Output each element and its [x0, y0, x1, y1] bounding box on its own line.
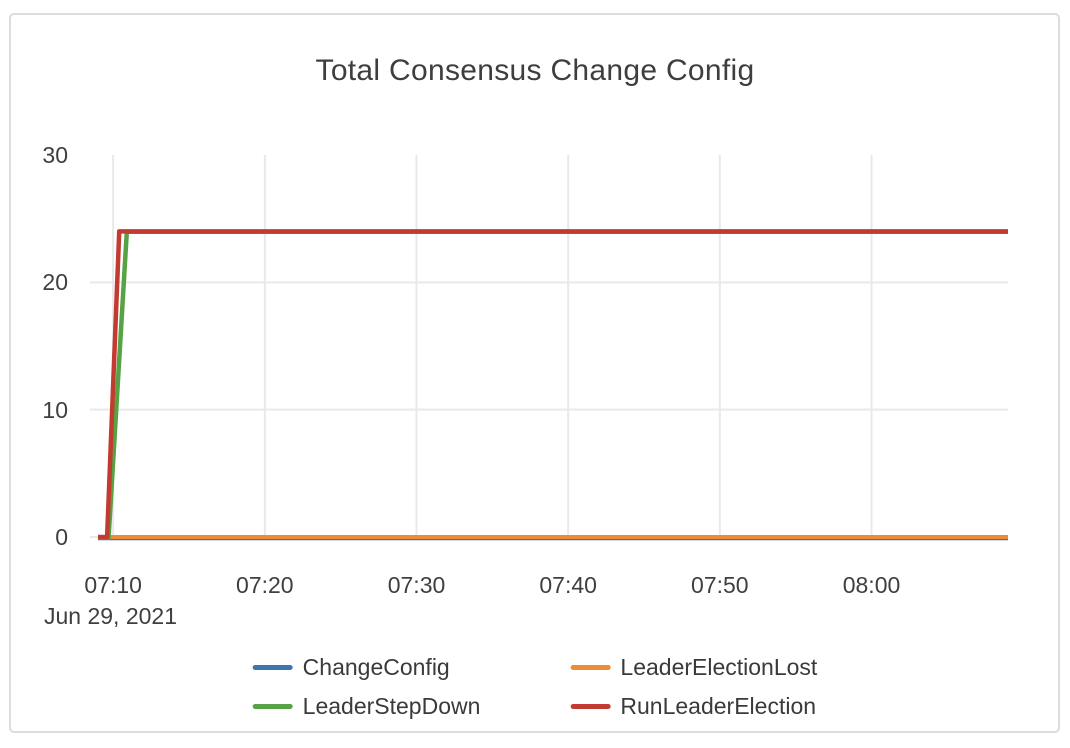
x-axis-date-label: Jun 29, 2021	[44, 603, 178, 629]
legend-swatch-icon	[570, 664, 611, 670]
y-tick-label: 20	[42, 269, 68, 296]
legend-swatch-icon	[252, 664, 293, 670]
legend-label: LeaderStepDown	[302, 693, 481, 719]
legend: ChangeConfig LeaderElectionLost LeaderStep…	[252, 653, 817, 720]
x-tick-label: 07:20	[236, 572, 294, 598]
x-tick-label: 07:40	[539, 572, 597, 598]
chart-panel	[9, 13, 1060, 733]
x-tick-label: 07:30	[387, 572, 446, 598]
series-line-RunLeaderElection[interactable]	[98, 229, 1008, 540]
legend-swatch-icon	[570, 703, 611, 709]
x-tick-label: 08:00	[842, 572, 901, 598]
legend-label: LeaderElectionLost	[620, 654, 818, 680]
legend-swatch-icon	[252, 703, 293, 709]
legend-label: RunLeaderElection	[620, 693, 817, 719]
y-tick-label: 10	[42, 396, 68, 423]
legend-item-RunLeaderElection[interactable]: RunLeaderElection	[570, 692, 817, 720]
x-tick-label: 07:10	[84, 572, 142, 598]
legend-item-ChangeConfig[interactable]: ChangeConfig	[252, 653, 481, 681]
y-tick-label: 30	[42, 142, 68, 168]
legend-item-LeaderElectionLost[interactable]: LeaderElectionLost	[570, 653, 817, 681]
y-tick-label: 0	[55, 524, 68, 550]
x-tick-label: 07:50	[691, 572, 749, 598]
legend-label: ChangeConfig	[302, 654, 450, 680]
legend-item-LeaderStepDown[interactable]: LeaderStepDown	[252, 692, 481, 720]
chart-title: Total Consensus Change Config	[315, 54, 755, 87]
